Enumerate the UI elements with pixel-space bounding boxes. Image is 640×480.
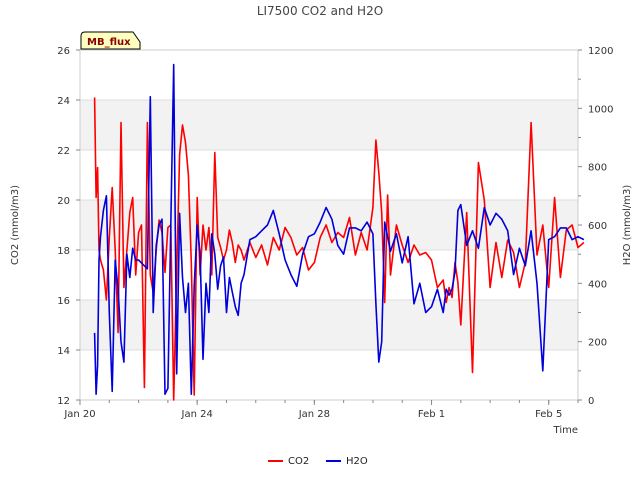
legend: CO2 H2O: [268, 456, 368, 467]
legend-h2o-label: H2O: [346, 456, 368, 467]
right-tick-label: 600: [588, 221, 607, 232]
legend-co2-label: CO2: [288, 456, 309, 467]
plot-band: [80, 100, 578, 150]
x-tick-label: Jan 24: [181, 409, 213, 420]
left-tick-label: 16: [57, 296, 70, 307]
right-axis-title: H2O (mmol/m3): [622, 185, 633, 266]
mb-flux-badge: MB_flux: [80, 31, 141, 50]
left-tick-label: 14: [57, 346, 70, 357]
right-axis-ticks: 0 200 400 600 800 1000 1200: [578, 46, 613, 407]
left-tick-label: 18: [57, 246, 70, 257]
plot-band: [80, 200, 578, 250]
left-axis-ticks: 12 14 16 18 20 22 24 26: [57, 46, 80, 407]
series-layer: [93, 63, 585, 401]
right-tick-label: 200: [588, 338, 607, 349]
x-tick-label: Jan 20: [63, 409, 95, 420]
x-tick-label: Feb 5: [535, 409, 562, 420]
series-line-co2: [93, 97, 585, 401]
right-tick-label: 1200: [588, 46, 613, 57]
x-tick-label: Feb 1: [418, 409, 445, 420]
badge-label: MB_flux: [87, 37, 131, 48]
right-tick-label: 1000: [588, 104, 613, 115]
badge-shape: [80, 31, 141, 50]
chart-title: LI7500 CO2 and H2O: [257, 4, 383, 18]
left-tick-label: 20: [57, 196, 70, 207]
left-axis-title: CO2 (mmol/m3): [10, 185, 21, 265]
left-tick-label: 26: [57, 46, 70, 57]
plot-band: [80, 300, 578, 350]
right-tick-label: 400: [588, 279, 607, 290]
left-tick-label: 22: [57, 146, 70, 157]
left-tick-label: 12: [57, 396, 70, 407]
plot-bands: [80, 100, 578, 350]
x-axis-ticks: Jan 20 Jan 24 Jan 28 Feb 1 Feb 5: [63, 400, 579, 420]
x-axis-title: Time: [553, 425, 578, 436]
x-tick-label: Jan 28: [298, 409, 330, 420]
series-line-h2o: [93, 63, 585, 396]
left-tick-label: 24: [57, 96, 70, 107]
right-tick-label: 800: [588, 163, 607, 174]
right-tick-label: 0: [588, 396, 594, 407]
